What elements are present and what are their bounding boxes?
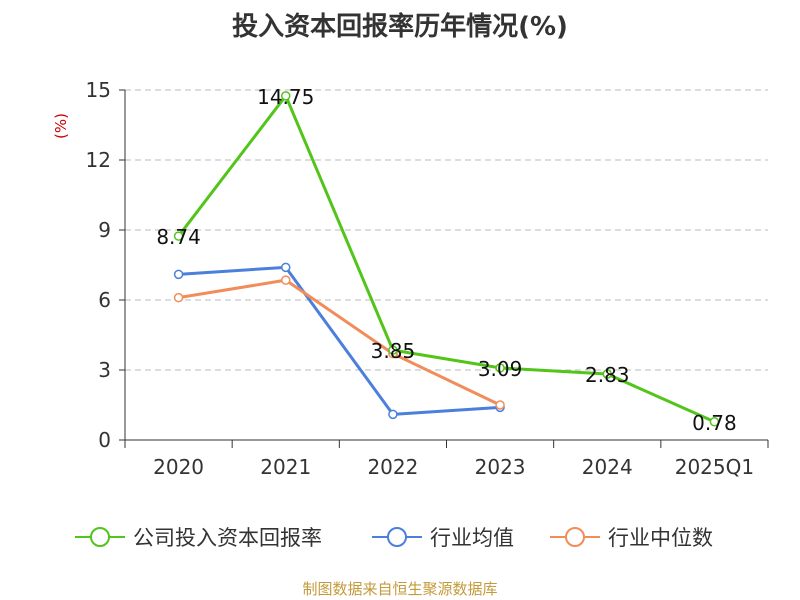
legend-label: 行业中位数 — [608, 526, 713, 550]
gridlines — [125, 89, 768, 371]
y-tick-label: 0 — [98, 428, 111, 452]
data-label: 0.78 — [692, 411, 737, 435]
legend: 公司投入资本回报率 行业均值 行业中位数 — [75, 526, 713, 550]
legend-label: 行业均值 — [430, 526, 514, 550]
data-point — [173, 292, 184, 303]
x-tick-label: 2024 — [582, 455, 633, 479]
series-1 — [173, 262, 505, 420]
y-axis-label: (%) — [52, 113, 70, 139]
y-tick-label: 9 — [98, 218, 111, 242]
data-point — [388, 345, 398, 355]
legend-marker — [565, 527, 585, 547]
x-tick-label: 2023 — [475, 455, 526, 479]
data-point — [173, 231, 184, 241]
legend-marker — [90, 527, 110, 547]
x-tick-label: 2020 — [153, 455, 204, 479]
y-tick-label: 3 — [98, 358, 111, 382]
x-tick-label: 2021 — [260, 455, 311, 479]
y-tick-label: 6 — [98, 288, 111, 312]
series-2 — [173, 275, 505, 410]
x-tick-label: 2022 — [367, 455, 418, 479]
data-point — [495, 363, 505, 373]
data-point — [602, 369, 612, 379]
data-label: 3.09 — [478, 357, 523, 381]
chart-title: 投入资本回报率历年情况(%) — [232, 12, 568, 42]
data-point — [281, 91, 291, 101]
data-point — [709, 417, 720, 427]
legend-label: 公司投入资本回报率 — [133, 526, 322, 550]
legend-item: 公司投入资本回报率 — [75, 526, 322, 550]
data-point — [281, 275, 291, 285]
data-label: 8.74 — [156, 225, 201, 249]
data-label: 14.75 — [257, 85, 314, 109]
legend-item: 行业均值 — [372, 526, 514, 550]
data-point — [173, 269, 184, 280]
data-labels: 8.74 14.75 3.85 3.09 2.83 0.78 — [156, 85, 736, 435]
y-tick-label: 12 — [86, 148, 111, 172]
series-line — [177, 94, 716, 424]
series-0 — [173, 91, 720, 427]
data-point — [281, 262, 291, 273]
x-tick-label: 2025Q1 — [675, 455, 754, 479]
series-line — [178, 278, 501, 407]
data-label: 2.83 — [585, 363, 630, 387]
source-note: 制图数据来自恒生聚源数据库 — [302, 580, 498, 598]
data-point — [388, 409, 398, 420]
series-line — [178, 265, 501, 416]
series — [173, 91, 720, 427]
data-label: 3.85 — [371, 339, 416, 363]
legend-item: 行业中位数 — [550, 526, 713, 550]
axes: 0 3 6 9 12 15 (%) 2020 2021 2022 2023 2024 2025Q1 — [52, 78, 769, 479]
data-point — [495, 400, 505, 410]
y-tick-label: 15 — [86, 78, 111, 102]
legend-marker — [387, 527, 407, 547]
